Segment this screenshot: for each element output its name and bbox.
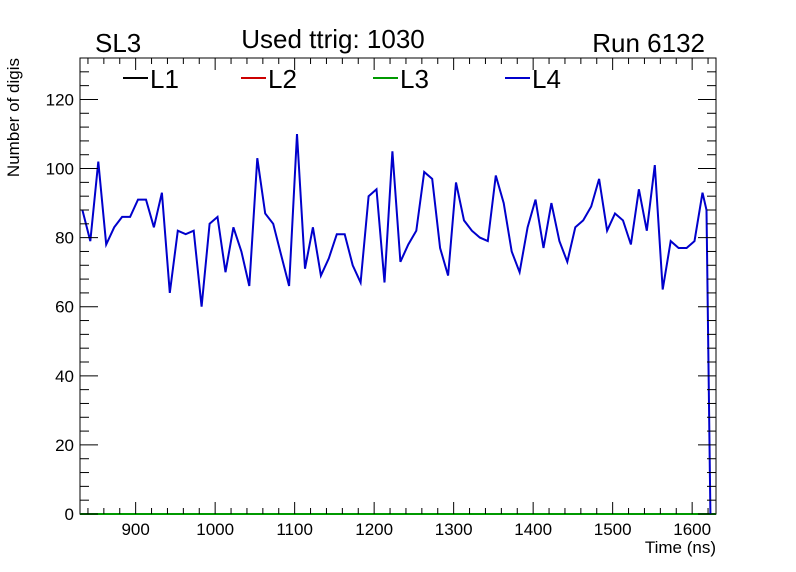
legend-label-l3: L3: [400, 64, 429, 94]
y-tick-label: 80: [55, 229, 74, 248]
x-axis-title: Time (ns): [645, 538, 716, 557]
x-tick-label: 1200: [355, 520, 393, 539]
series-line-l4: [81, 133, 712, 515]
header-left-label: SL3: [95, 28, 141, 58]
legend: L1 L2 L3 L4: [123, 64, 561, 94]
x-axis: 900 1000 1100 1200 1300 1400 1500 1600: [87, 58, 711, 539]
legend-label-l1: L1: [150, 64, 179, 94]
x-tick-label: 900: [121, 520, 149, 539]
legend-label-l4: L4: [532, 64, 561, 94]
x-tick-label: 1400: [514, 520, 552, 539]
y-tick-label: 120: [46, 90, 74, 109]
series-layer: [80, 133, 716, 515]
chart-title: Used ttrig: 1030: [241, 24, 425, 54]
x-tick-label: 1600: [673, 520, 711, 539]
y-tick-label: 100: [46, 160, 74, 179]
y-axis-title: Number of digis: [4, 58, 23, 177]
x-tick-label: 1100: [276, 520, 313, 539]
y-tick-label: 60: [55, 298, 74, 317]
y-tick-label: 0: [65, 505, 74, 524]
y-tick-label: 20: [55, 436, 74, 455]
x-tick-label: 1000: [196, 520, 234, 539]
y-axis: 0 20 40 60 80 100 120: [46, 57, 716, 524]
legend-label-l2: L2: [268, 64, 297, 94]
y-tick-label: 40: [55, 367, 74, 386]
header-right-label: Run 6132: [592, 28, 705, 58]
x-tick-label: 1500: [594, 520, 632, 539]
x-tick-label: 1300: [435, 520, 473, 539]
